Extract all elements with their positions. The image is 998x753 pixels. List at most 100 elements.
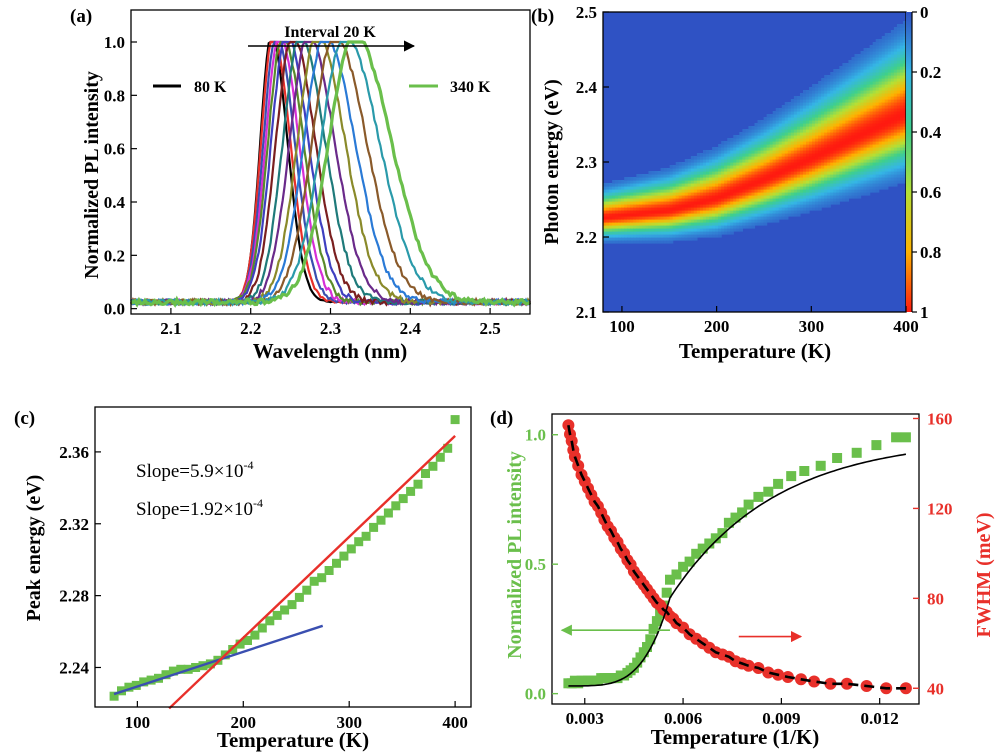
heatmap-cell [821,183,825,187]
heatmap-cell [648,237,653,241]
heatmap-cell [839,96,843,100]
heatmap-cell [802,135,807,139]
heatmap-cell [845,177,850,181]
heatmap-cell [621,213,625,217]
heatmap-cell [799,126,804,130]
heatmap-cell [790,183,795,187]
heatmap-cell [839,102,843,106]
heatmap-cell [730,159,734,163]
heatmap-cell [802,198,807,202]
heatmap-cell [606,231,610,235]
heatmap-cell [696,216,701,220]
heatmap-cell [760,180,765,184]
heatmap-cell [884,42,889,46]
heatmap-cell [812,84,816,88]
heatmap-cell [733,192,737,196]
heatmap-cell [693,159,698,163]
heatmap-cell [681,207,686,211]
heatmap-cell [778,198,783,202]
heatmap-cell [775,153,780,157]
heatmap-cell [606,219,610,223]
heatmap-cell [842,84,846,88]
heatmap-cell [830,180,834,184]
heatmap-cell [742,198,747,202]
heatmap-cell [872,90,877,94]
heatmap-cell [684,231,689,235]
heatmap-cell [772,189,777,193]
heatmap-cell [781,165,786,169]
heatmap-cell [751,201,756,205]
colorbar-tick-label: 0 [920,3,929,22]
heatmap-cell [699,210,704,214]
heatmap-cell [739,222,743,226]
heatmap-cell [718,165,722,169]
heatmap-cell [666,228,671,232]
heatmap-cell [802,192,807,196]
heatmap-cell [784,165,789,169]
heatmap-cell [851,99,856,103]
heatmap-cell [896,42,901,46]
heatmap-cell [896,171,901,175]
heatmap-cell [833,93,837,97]
heatmap-cell [696,186,701,190]
heatmap-cell [709,177,713,181]
heatmap-cell [851,192,856,196]
heatmap-cell [896,48,901,52]
heatmap-cell [809,141,813,145]
heatmap-cell [790,117,795,121]
heatmap-cell [612,234,616,238]
heatmap-cell [878,45,883,49]
heatmap-cell [706,159,710,163]
heatmap-cell [739,144,743,148]
heatmap-cell [821,195,825,199]
heatmap-cell [681,171,686,175]
heatmap-cell [887,99,892,103]
heatmap-cell [681,195,686,199]
heatmap-cell [902,93,907,97]
heatmap-cell [848,132,853,136]
heatmap-cell [769,114,774,118]
heatmap-cell [675,237,680,241]
heatmap-cell [645,180,650,184]
heatmap-cell [842,180,846,184]
heatmap-cell [696,201,701,205]
heatmap-cell [603,231,607,235]
heatmap-cell [654,177,659,181]
heatmap-cell [872,183,877,187]
heatmap-cell [666,207,671,211]
heatmap-cell [893,93,898,97]
heatmap-cell [772,111,777,115]
heatmap-cell [860,108,865,112]
heatmap-cell [896,96,901,100]
heatmap-cell [724,204,728,208]
heatmap-cell [857,81,862,85]
heatmap-cell [815,183,819,187]
heatmap-cell [742,177,747,181]
heatmap-cell [751,180,756,184]
heatmap-cell [812,180,816,184]
heatmap-cell [793,108,798,112]
heatmap-cell [860,87,865,91]
heatmap-cell [633,219,637,223]
heatmap-cell [806,165,810,169]
heatmap-cell [854,99,859,103]
heatmap-cell [902,114,907,118]
heatmap-cell [839,99,843,103]
y-tick-label: 0.6 [104,140,125,159]
heatmap-cell [848,186,853,190]
heatmap-cell [890,114,895,118]
heatmap-cell [781,198,786,202]
heatmap-cell [778,162,783,166]
heatmap-cell [875,189,880,193]
heatmap-cell [666,234,671,238]
heatmap-cell [845,129,850,133]
heatmap-cell [854,156,859,160]
heatmap-cell [824,129,828,133]
heatmap-cell [833,99,837,103]
heatmap-cell [893,105,898,109]
heatmap-cell [833,189,837,193]
heatmap-cell [712,216,716,220]
heatmap-cell [869,162,874,166]
heatmap-cell [812,99,816,103]
heatmap-cell [781,147,786,151]
